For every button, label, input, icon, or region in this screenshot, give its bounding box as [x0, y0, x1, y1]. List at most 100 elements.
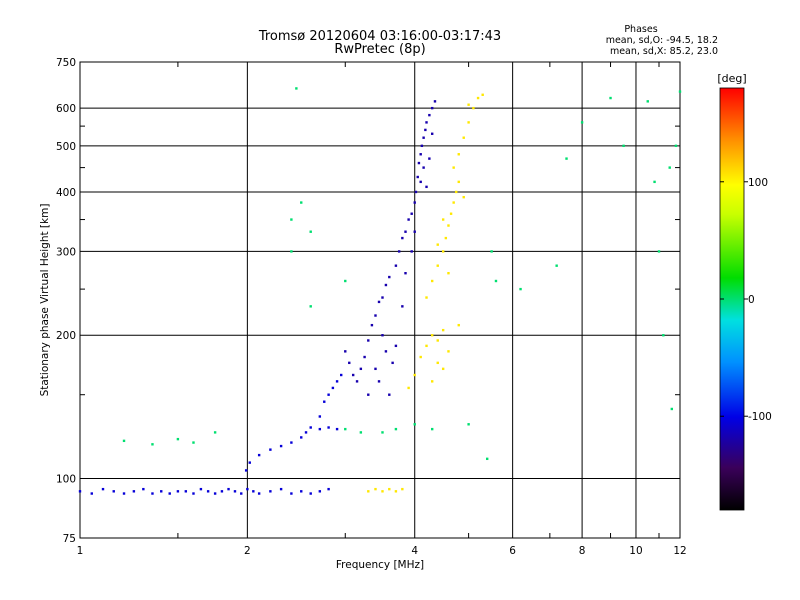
colorbar-tick-label: 0 [748, 294, 755, 306]
data-point [331, 386, 335, 390]
data-point [428, 113, 431, 117]
data-point [646, 100, 649, 103]
data-point [323, 400, 326, 403]
data-point [391, 361, 394, 365]
data-point [327, 487, 330, 491]
data-point [344, 350, 347, 353]
data-point [78, 490, 82, 493]
data-point [359, 367, 363, 371]
data-point [462, 136, 465, 139]
x-tick-labels: 1 2 4 6 8 10 12 [77, 545, 687, 557]
data-point [425, 185, 428, 189]
data-point [404, 272, 407, 275]
data-point [433, 100, 437, 103]
data-point [457, 180, 460, 184]
data-point [519, 287, 522, 291]
data-point [481, 93, 484, 96]
data-point [490, 250, 493, 253]
data-point [199, 487, 203, 491]
data-point [160, 490, 163, 493]
data-point [462, 195, 465, 199]
data-point [381, 334, 384, 337]
data-point [401, 305, 404, 308]
phase-stats-heading: Phases [624, 24, 657, 35]
data-point [381, 296, 384, 299]
data-point [367, 339, 370, 342]
data-point [168, 492, 171, 495]
plot-frame [79, 61, 681, 539]
data-point [447, 224, 450, 227]
chart-title: Tromsø 20120604 03:16:00-03:17:43 [258, 29, 501, 44]
data-point [436, 243, 439, 246]
data-point [381, 431, 384, 434]
x-tick-label: 12 [673, 545, 686, 557]
data-point [410, 250, 413, 253]
data-point [394, 427, 398, 431]
data-points [78, 87, 682, 495]
data-point [397, 250, 401, 253]
y-tick-label: 75 [63, 533, 76, 545]
y-tick-label: 750 [56, 57, 76, 69]
data-point [300, 201, 303, 204]
data-point [363, 355, 366, 359]
data-point [441, 218, 445, 221]
data-point [413, 373, 416, 377]
data-point [420, 144, 424, 148]
data-point [122, 492, 126, 495]
data-point [300, 490, 303, 493]
data-point [485, 457, 489, 461]
chart-subtitle: RwPretec (8p) [334, 42, 425, 57]
data-point [417, 161, 421, 165]
data-point [257, 453, 261, 457]
data-point [441, 328, 445, 332]
data-point [424, 128, 427, 132]
data-point [227, 487, 230, 491]
data-point [290, 441, 293, 444]
data-point [233, 490, 237, 493]
data-point [388, 275, 391, 279]
x-tick-label: 8 [579, 545, 586, 557]
data-point [447, 272, 450, 275]
data-point [309, 305, 312, 308]
data-point [370, 323, 374, 327]
data-point [132, 490, 136, 493]
data-point [240, 492, 243, 495]
data-point [309, 426, 312, 429]
data-point [467, 423, 470, 426]
data-point [192, 441, 195, 444]
colorbar-ticks: 100 0 -100 [720, 177, 772, 423]
data-point [388, 393, 391, 396]
x-tick-label: 6 [509, 545, 516, 557]
data-point [425, 296, 428, 299]
data-point [452, 166, 455, 169]
data-point [377, 300, 381, 304]
data-point [674, 144, 678, 148]
data-point [455, 190, 458, 194]
data-point [457, 153, 460, 156]
data-point [192, 492, 195, 495]
data-point [425, 344, 428, 348]
data-point [436, 264, 439, 267]
data-point [384, 350, 388, 353]
x-tick-label: 1 [77, 545, 84, 557]
data-point [670, 407, 674, 411]
data-point [335, 380, 339, 383]
data-point [367, 393, 370, 396]
data-point [377, 380, 381, 383]
data-point [220, 490, 224, 493]
y-axis-label: Stationary phase Virtual Height [km] [39, 204, 51, 397]
data-point [244, 469, 248, 472]
data-point [374, 367, 377, 371]
data-point [344, 427, 347, 431]
data-point [410, 212, 413, 215]
y-tick-label: 200 [56, 330, 76, 342]
data-point [430, 380, 434, 383]
data-point [555, 264, 558, 267]
data-point [422, 136, 425, 139]
data-point [565, 157, 568, 160]
data-point [436, 361, 439, 365]
data-point [318, 427, 322, 431]
data-point [269, 490, 272, 493]
data-point [340, 373, 343, 377]
data-point [428, 157, 431, 160]
